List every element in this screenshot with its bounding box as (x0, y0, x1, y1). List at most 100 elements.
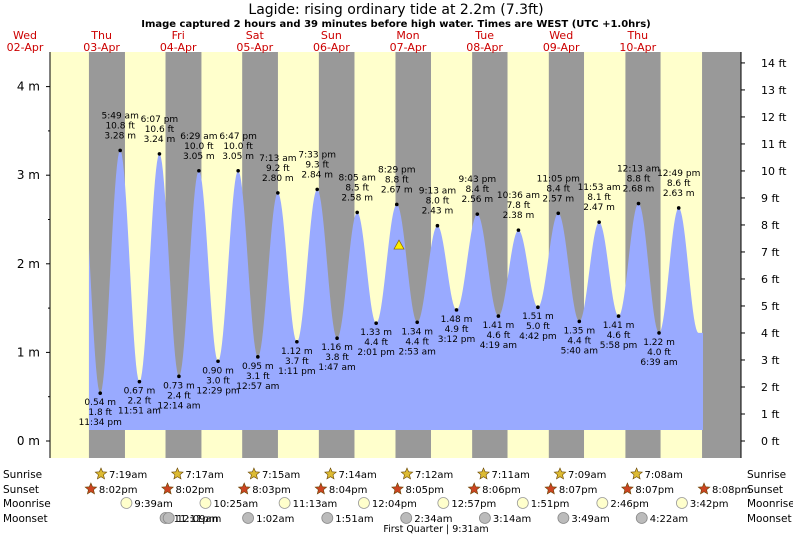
sunrise-time: 7:17am (185, 470, 223, 481)
low-tide-label: 4.4 ft (364, 338, 388, 348)
y-tick-label-ft: 5 ft (761, 300, 780, 313)
low-tide-label: 3.7 ft (285, 357, 309, 367)
day-name: Mon (396, 29, 419, 42)
moonset-time: 3:49am (571, 514, 609, 525)
tide-point (157, 152, 162, 156)
high-tide-label: 2.57 m (542, 194, 574, 204)
tide-point (577, 319, 582, 324)
high-tide-label: 9.2 ft (266, 164, 290, 174)
sunset-icon (620, 482, 634, 495)
low-tide-label: 2.2 ft (128, 397, 152, 407)
low-tide-label: 3.0 ft (206, 376, 230, 386)
low-tide-label: 12:14 am (157, 401, 200, 411)
tide-point (435, 223, 440, 228)
low-tide-label: 4:42 pm (519, 332, 557, 342)
tide-point (118, 148, 122, 153)
day-name: Thu (626, 29, 648, 42)
y-tick-label-ft: 6 ft (761, 273, 780, 286)
tide-point (295, 339, 299, 344)
low-tide-label: 3.8 ft (325, 353, 349, 363)
day-date: 07-Apr (390, 41, 427, 54)
sunset-icon (237, 482, 251, 495)
moonrise-icon (278, 497, 291, 509)
sunset-icon (391, 482, 404, 495)
moonset-time: 3:14am (493, 514, 531, 525)
sunrise-icon (170, 467, 184, 480)
sun-moon-rows: Sunrise Sunrise Sunset Sunset Moonrise Moonri… (3, 467, 793, 535)
low-tide-label: 1.41 m (483, 321, 515, 331)
high-tide-label: 2.56 m (461, 195, 493, 205)
tide-point (374, 321, 378, 325)
low-tide-label: 1.35 m (563, 326, 595, 336)
sunset-icon (314, 482, 328, 495)
y-tick-label-m: 4 m (17, 80, 40, 94)
low-tide-label: 11:51 am (118, 407, 161, 417)
low-tide-label: 1.12 m (281, 347, 313, 357)
tide-point (98, 391, 103, 395)
sunrise-icon (247, 467, 261, 480)
moonrise-time: 2:46pm (610, 499, 649, 510)
row-label-left-sunset: Sunset (3, 484, 39, 496)
low-tide-label: 1.33 m (360, 328, 392, 338)
y-tick-label-m: 0 m (17, 434, 40, 448)
low-tide-label: 4.6 ft (487, 331, 511, 341)
high-tide-label: 2.67 m (381, 185, 413, 195)
high-tide-label: 8:29 pm (378, 165, 416, 175)
high-tide-label: 8.8 ft (627, 175, 651, 185)
day-date: 03-Apr (83, 41, 120, 54)
y-tick-label-m: 2 m (17, 257, 40, 271)
y-tick-label-ft: 13 ft (761, 84, 787, 97)
moonrise-icon (516, 497, 529, 509)
moon-phase-label: First Quarter | 9:31am (383, 524, 488, 535)
tide-point (516, 228, 521, 232)
y-tick-label-ft: 1 ft (761, 408, 780, 421)
sunset-time: 8:03pm (252, 485, 291, 496)
y-tick-label-ft: 3 ft (761, 354, 780, 367)
day-name: Tue (474, 29, 494, 42)
tide-point (216, 359, 220, 364)
tide-point (636, 201, 641, 206)
row-label-left-moonrise: Moonrise (3, 498, 51, 510)
tide-point (676, 206, 681, 210)
sunrise-icon (400, 467, 414, 480)
moonset-icon (557, 512, 570, 524)
row-label-right-sunset: Sunset (747, 484, 783, 496)
row-label-left-sunrise: Sunrise (3, 469, 42, 481)
sunrise-time: 7:11am (492, 470, 530, 481)
high-tide-label: 8.6 ft (667, 179, 691, 189)
moonrise-icon (676, 497, 688, 509)
moonset-icon (162, 512, 175, 524)
sunset-time: 8:05pm (405, 485, 444, 496)
low-tide-label: 4.6 ft (607, 331, 631, 341)
day-name: Fri (172, 29, 185, 42)
moonset-time: 1:02am (256, 514, 294, 525)
moonrise-time: 1:51pm (531, 499, 570, 510)
sunset-time: 8:07pm (635, 485, 674, 496)
low-tide-label: 1.8 ft (88, 408, 112, 418)
moonrise-icon (437, 497, 450, 509)
high-tide-label: 7:13 am (259, 154, 296, 164)
sunrise-time: 7:15am (262, 470, 300, 481)
sunrise-time: 7:19am (109, 470, 147, 481)
day-date: 09-Apr (543, 41, 580, 54)
tide-point (657, 331, 661, 335)
low-tide-label: 5.0 ft (526, 322, 550, 332)
y-tick-label-ft: 12 ft (761, 111, 787, 124)
moonset-icon (321, 512, 334, 524)
low-tide-label: 1.34 m (401, 327, 433, 337)
tide-point (415, 320, 419, 325)
moonrise-icon (358, 497, 370, 509)
sunset-time: 8:08pm (712, 485, 751, 496)
low-tide-label: 4:19 am (480, 341, 517, 351)
sunrise-time: 7:09am (568, 470, 606, 481)
low-tide-label: 2:53 am (399, 347, 436, 357)
tide-curve (89, 150, 703, 430)
low-tide-label: 12:29 pm (196, 386, 239, 396)
moonrise-icon (199, 497, 212, 509)
tide-point (496, 314, 501, 318)
tide-point (556, 211, 561, 216)
high-tide-label: 2.47 m (583, 203, 615, 213)
sunrise-icon (477, 467, 490, 480)
